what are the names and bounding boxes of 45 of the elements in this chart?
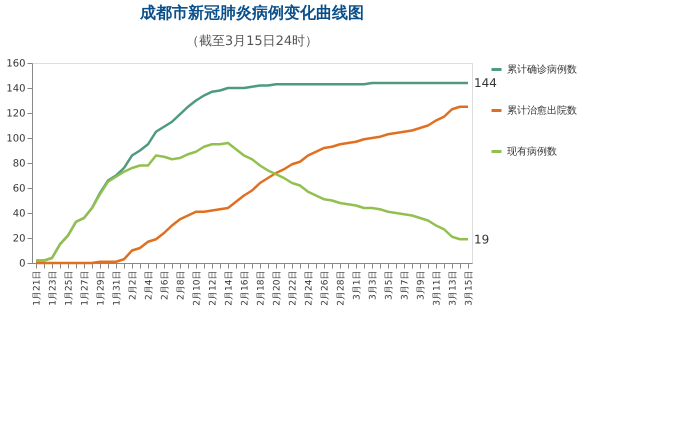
y-tick-label: 60 bbox=[12, 184, 26, 194]
y-tick-label: 20 bbox=[12, 234, 26, 244]
x-tick-label: 1月21日 bbox=[32, 270, 42, 306]
annotation: 144 bbox=[474, 76, 497, 90]
x-tick-label: 2月6日 bbox=[160, 270, 170, 300]
x-tick-label: 2月14日 bbox=[224, 270, 234, 306]
legend-label: 累计确诊病例数 bbox=[507, 64, 577, 76]
x-tick-label: 3月13日 bbox=[448, 270, 458, 306]
chart-subtitle: （截至3月15日24时） bbox=[186, 34, 318, 49]
y-tick-label: 120 bbox=[6, 108, 26, 120]
x-tick-label: 3月9日 bbox=[416, 270, 426, 300]
y-tick-label: 160 bbox=[6, 58, 26, 70]
x-tick-label: 2月22日 bbox=[288, 270, 298, 306]
legend-label: 现有病例数 bbox=[507, 146, 557, 158]
x-tick-label: 1月23日 bbox=[48, 270, 58, 306]
x-tick-label: 2月16日 bbox=[240, 270, 250, 306]
x-tick-label: 3月3日 bbox=[368, 270, 378, 300]
x-tick-label: 1月27日 bbox=[80, 270, 90, 306]
x-tick-label: 2月4日 bbox=[144, 270, 154, 300]
x-tick-label: 3月5日 bbox=[384, 270, 394, 300]
x-tick-label: 1月29日 bbox=[96, 270, 106, 306]
x-tick-label: 2月26日 bbox=[320, 270, 330, 306]
x-tick-label: 1月25日 bbox=[64, 270, 74, 306]
x-tick-label: 3月15日 bbox=[464, 270, 474, 306]
y-tick-label: 100 bbox=[6, 134, 26, 144]
x-tick-label: 2月28日 bbox=[336, 270, 346, 306]
x-tick-label: 2月18日 bbox=[256, 270, 266, 306]
annotation: 19 bbox=[474, 232, 490, 246]
y-tick-label: 80 bbox=[12, 158, 26, 170]
x-tick-label: 2月10日 bbox=[192, 270, 202, 306]
x-tick-label: 2月8日 bbox=[176, 270, 186, 300]
legend-label: 累计治愈出院数 bbox=[507, 104, 577, 116]
x-tick-label: 2月2日 bbox=[128, 270, 138, 300]
x-tick-label: 3月1日 bbox=[352, 270, 362, 300]
x-tick-label: 2月20日 bbox=[272, 270, 282, 306]
chart-title: 成都市新冠肺炎病例变化曲线图 bbox=[139, 3, 364, 22]
x-tick-label: 2月24日 bbox=[304, 270, 314, 306]
x-tick-label: 2月12日 bbox=[208, 270, 218, 306]
x-tick-label: 3月7日 bbox=[400, 270, 410, 300]
line-series bbox=[34, 142, 470, 262]
x-tick-label: 1月31日 bbox=[112, 270, 122, 306]
y-tick-label: 140 bbox=[6, 84, 26, 94]
y-tick-label: 0 bbox=[19, 258, 26, 270]
x-tick-label: 3月11日 bbox=[432, 270, 442, 306]
y-tick-label: 40 bbox=[12, 208, 26, 220]
